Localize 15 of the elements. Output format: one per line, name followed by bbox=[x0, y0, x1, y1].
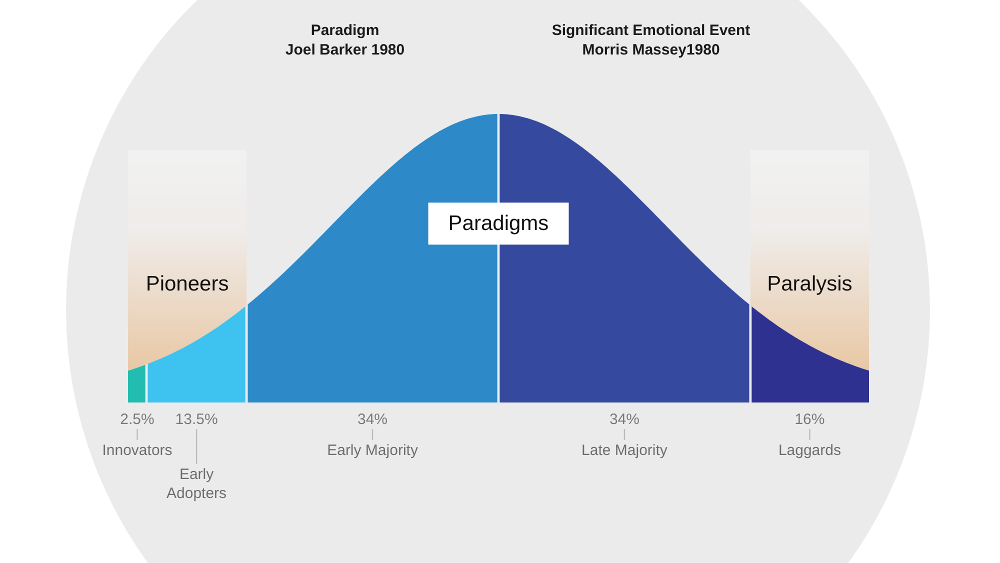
text: Paradigm Joel Barker 1980 bbox=[285, 22, 405, 58]
data-label: 2.5% bbox=[120, 411, 154, 428]
data-label: 34% bbox=[609, 411, 640, 428]
category-label: Laggards bbox=[778, 442, 841, 459]
text: Significant Emotional Event Morris Massey1980 bbox=[552, 22, 750, 58]
category-label: Early Adopters bbox=[166, 466, 227, 502]
data-label: 34% bbox=[358, 411, 388, 428]
data-label: 13.5% bbox=[175, 411, 218, 428]
data-label: 16% bbox=[794, 411, 825, 428]
text: Pioneers bbox=[146, 272, 229, 296]
text: Paralysis bbox=[767, 272, 852, 296]
category-label: Late Majority bbox=[582, 442, 668, 459]
category-label: Early Majority bbox=[327, 442, 418, 459]
text: Paradigms bbox=[448, 212, 549, 236]
category-label: Innovators bbox=[102, 442, 172, 459]
